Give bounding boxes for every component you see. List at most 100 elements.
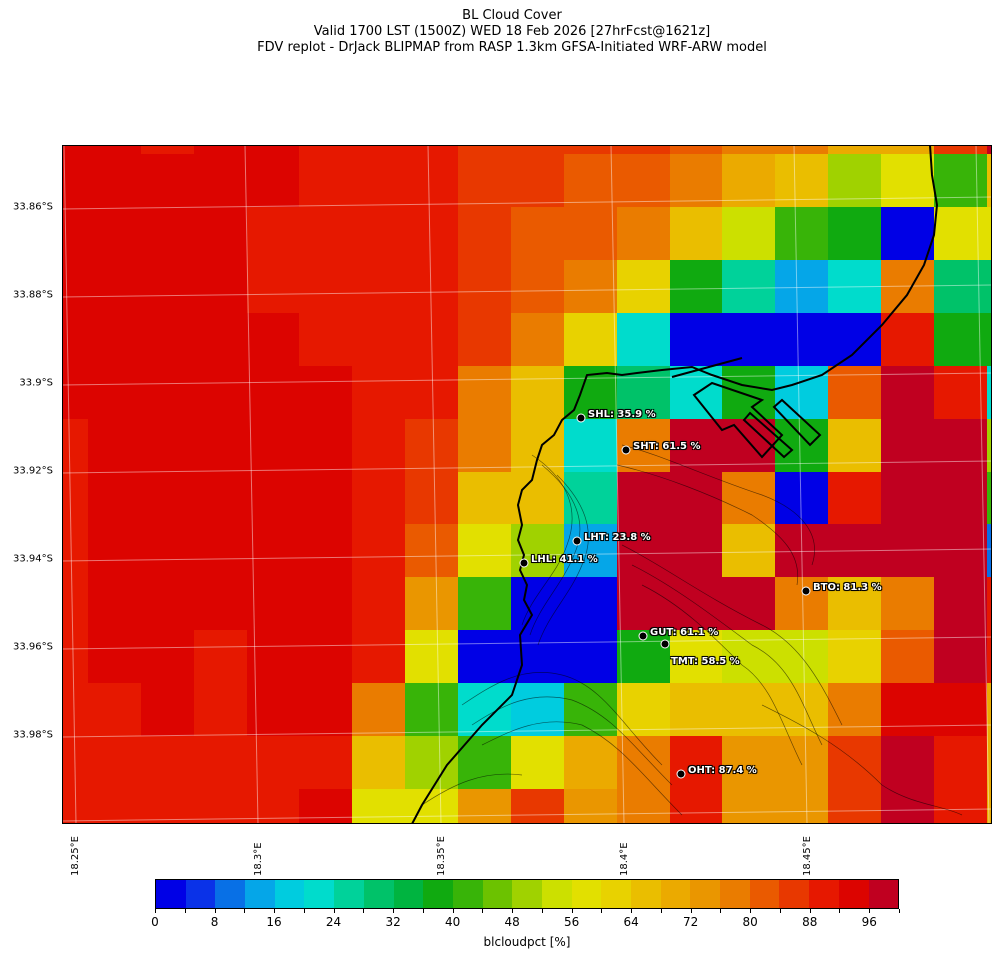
heatmap-cell (88, 524, 141, 577)
heatmap-cell (775, 313, 828, 366)
heatmap-cell (62, 313, 88, 366)
colorbar-bin (571, 880, 602, 908)
colorbar-bin (334, 880, 364, 908)
colorbar-bin (690, 880, 721, 908)
cloud-cover-map (62, 145, 992, 824)
colorbar-tick (512, 909, 513, 913)
y-tick-label: 33.92°S (13, 465, 53, 477)
heatmap-cell (141, 260, 194, 313)
heatmap-cell (62, 472, 88, 524)
heatmap-cell (62, 366, 88, 419)
heatmap-cell (88, 154, 141, 207)
heatmap-cell (88, 260, 141, 313)
colorbar-bin (838, 880, 869, 908)
heatmap-cell (775, 419, 828, 472)
colorbar-bin (660, 880, 691, 908)
heatmap-cell (987, 207, 992, 260)
heatmap-cell (299, 577, 352, 630)
source-line: FDV replot - DrJack BLIPMAP from RASP 1.… (257, 40, 767, 55)
heatmap-cell (247, 683, 299, 736)
colorbar-bin (809, 880, 839, 908)
station-label: SHL: 35.9 % (588, 409, 656, 420)
heatmap-cell (828, 524, 881, 577)
heatmap-cell (141, 154, 194, 207)
heatmap-cell (934, 789, 987, 824)
heatmap-cell (775, 145, 828, 154)
colorbar-tick (393, 909, 394, 913)
heatmap-cell (458, 472, 511, 524)
colorbar-tick-label: 56 (563, 915, 580, 929)
heatmap-cell (722, 683, 775, 736)
heatmap-cell (62, 683, 88, 736)
valid-time-line: Valid 1700 LST (1500Z) WED 18 Feb 2026 [… (313, 24, 711, 39)
colorbar-tick (839, 909, 840, 913)
colorbar-tick-label: 80 (742, 915, 758, 929)
colorbar-tick (542, 909, 543, 913)
heatmap-cell (511, 630, 564, 683)
heatmap-cell (617, 145, 670, 154)
colorbar-tick (244, 909, 245, 913)
heatmap-cell (247, 313, 299, 366)
heatmap-cell (458, 630, 511, 683)
heatmap-cell (987, 577, 992, 630)
heatmap-cell (352, 577, 405, 630)
heatmap-cell (62, 207, 88, 260)
colorbar-tick (661, 909, 662, 913)
heatmap-cell (987, 736, 992, 789)
heatmap-cell (352, 154, 405, 207)
heatmap-cell (987, 472, 992, 524)
station-dot-icon (638, 631, 648, 641)
heatmap-cell (299, 366, 352, 419)
heatmap-cell (828, 419, 881, 472)
heatmap-cell (934, 145, 987, 154)
heatmap-cell (194, 313, 247, 366)
heatmap-cell (88, 313, 141, 366)
heatmap-cell (934, 472, 987, 524)
station-dot-icon (621, 445, 631, 455)
colorbar-tick-label: 32 (385, 915, 401, 929)
heatmap-cell (511, 313, 564, 366)
heatmap-cell (141, 524, 194, 577)
heatmap-cell (247, 630, 299, 683)
colorbar-label: blcloudpct [%] (483, 935, 571, 949)
heatmap-cell (775, 524, 828, 577)
colorbar-bin (363, 880, 394, 908)
heatmap-cell (670, 366, 722, 419)
heatmap-cell (247, 260, 299, 313)
heatmap-cell (458, 207, 511, 260)
heatmap-cell (194, 419, 247, 472)
colorbar-tick-label: 96 (861, 915, 877, 929)
y-tick-label: 33.9°S (19, 377, 53, 389)
heatmap-cell (828, 630, 881, 683)
heatmap-cell (987, 260, 992, 313)
heatmap-cell (987, 154, 992, 207)
heatmap-cell (88, 207, 141, 260)
heatmap-cell (934, 419, 987, 472)
heatmap-cell (987, 419, 992, 472)
x-tick-label: 18.4°E (619, 842, 630, 876)
heatmap-cell (934, 313, 987, 366)
heatmap-cell (247, 145, 299, 154)
heatmap-cell (62, 419, 88, 472)
heatmap-cell (458, 736, 511, 789)
colorbar-tick (363, 909, 364, 913)
heatmap-cell (881, 145, 934, 154)
heatmap-cell (722, 472, 775, 524)
heatmap-cell (670, 577, 722, 630)
heatmap-cell (194, 524, 247, 577)
station-label: BTO: 81.3 % (813, 582, 882, 593)
heatmap-cell (722, 313, 775, 366)
heatmap-cell (934, 577, 987, 630)
heatmap-cell (828, 154, 881, 207)
heatmap-cell (617, 313, 670, 366)
heatmap-cell (352, 524, 405, 577)
heatmap-cell (881, 683, 934, 736)
colorbar-bin (601, 880, 631, 908)
y-tick-label: 33.94°S (13, 553, 53, 565)
heatmap-cell (141, 630, 194, 683)
colorbar-tick (572, 909, 573, 913)
heatmap-cell (458, 260, 511, 313)
heatmap-cell (722, 789, 775, 824)
heatmap-cell (405, 736, 458, 789)
heatmap-cell (881, 789, 934, 824)
